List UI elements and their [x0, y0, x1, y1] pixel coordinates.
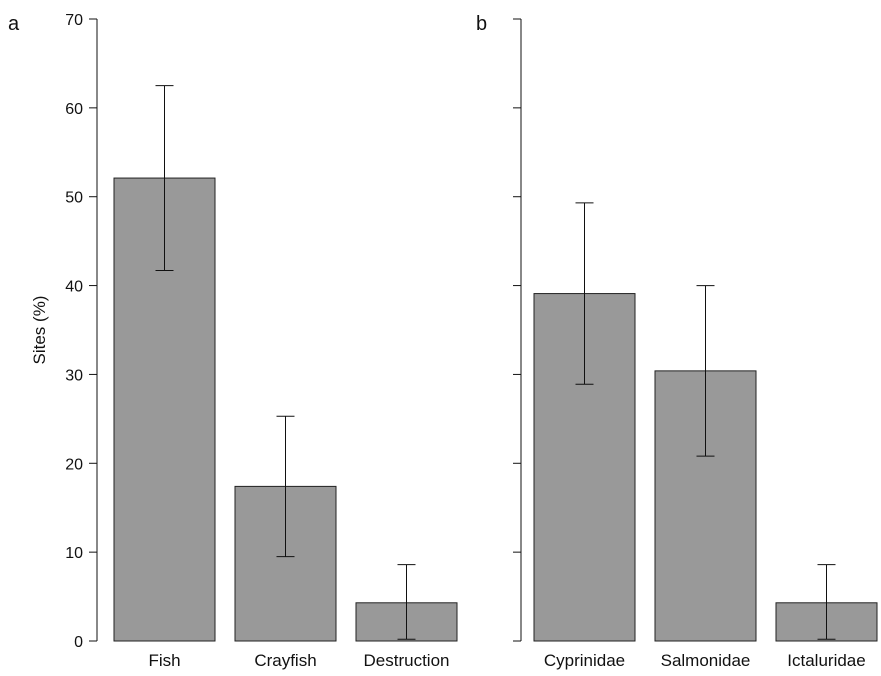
y-tick-label: 40 — [65, 279, 83, 296]
chart-panel-a: a 0 10 20 30 40 50 60 70 Sites (%) Fish Crayfish Des… — [8, 12, 458, 670]
x-category-label: Destruction — [364, 651, 450, 670]
panel-label: b — [476, 13, 487, 35]
panel-label: a — [8, 13, 20, 35]
y-tick-label: 60 — [65, 101, 83, 118]
x-category-label: Cyprinidae — [544, 651, 625, 670]
y-axis-title: Sites (%) — [30, 296, 49, 365]
chart-panel-b: b Cyprinidae Salmonidae Ictaluridae — [476, 13, 878, 670]
x-category-label: Salmonidae — [661, 651, 751, 670]
y-tick-label: 30 — [65, 367, 83, 384]
y-tick-label: 50 — [65, 190, 83, 207]
y-tick-label: 70 — [65, 12, 83, 29]
y-tick-label: 0 — [74, 634, 83, 651]
y-tick-label: 10 — [65, 545, 83, 562]
y-tick-label: 20 — [65, 456, 83, 473]
x-category-label: Fish — [148, 651, 180, 670]
x-category-label: Crayfish — [254, 651, 316, 670]
x-category-label: Ictaluridae — [787, 651, 865, 670]
